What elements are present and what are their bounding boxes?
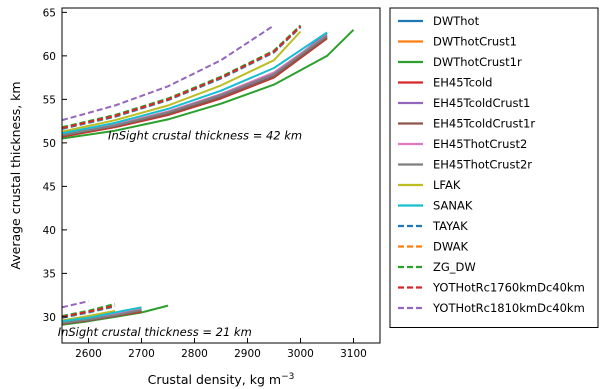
legend-label: EH45ThotCrust2 <box>433 137 527 151</box>
legend-frame <box>389 7 599 328</box>
legend: DWThot DWThotCrust1 DWThotCrust1r EH45Tcold… <box>389 7 599 328</box>
legend-label: EH45TcoldCrust1r <box>433 117 535 131</box>
annotation-layer: InSight crustal thickness = 42 km InSight… <box>58 128 302 339</box>
legend-item: YOTHotRc1810kmDc40km <box>398 301 585 315</box>
series-line-YOTHotRc1810kmDc40km-upper <box>62 24 275 122</box>
legend-item: DWAK <box>398 240 468 254</box>
legend-label: SANAK <box>433 199 473 213</box>
x-axis: 2600 2700 2800 2900 3000 3100 <box>75 338 367 360</box>
legend-item: DWThotCrust1r <box>398 55 522 69</box>
x-tick-label: 2800 <box>181 348 208 360</box>
y-axis: 30 35 40 45 50 55 60 65 <box>43 7 67 324</box>
series-line-DWThotCrust1r-upper <box>62 29 355 140</box>
legend-label: EH45Tcold <box>433 76 492 90</box>
legend-item: LFAK <box>398 178 461 192</box>
y-tick-label: 65 <box>43 7 56 19</box>
annotation-1: InSight crustal thickness = 21 km <box>58 325 252 339</box>
legend-item: EH45TcoldCrust1 <box>398 96 530 110</box>
legend-label: EH45TcoldCrust1 <box>433 96 530 110</box>
legend-item: DWThotCrust1 <box>398 35 517 49</box>
y-tick-label: 60 <box>43 51 56 63</box>
legend-item: EH45ThotCrust2 <box>398 137 527 151</box>
legend-label: DWThotCrust1 <box>433 35 517 49</box>
annotation-0: InSight crustal thickness = 42 km <box>108 128 302 142</box>
legend-label: TAYAK <box>432 219 468 233</box>
legend-item: EH45ThotCrust2r <box>398 158 532 172</box>
series-line-YOTHotRc1760kmDc40km-upper <box>62 25 302 130</box>
y-tick-label: 50 <box>43 138 56 150</box>
x-tick-label: 3100 <box>340 348 367 360</box>
x-axis-label-text: Crustal density, kg m <box>148 372 281 387</box>
series-layer <box>62 24 355 326</box>
legend-item: EH45Tcold <box>398 76 492 90</box>
y-tick-label: 40 <box>43 225 56 237</box>
legend-label: YOTHotRc1810kmDc40km <box>432 301 585 315</box>
legend-item: DWThot <box>398 14 480 28</box>
series-line-EH45ThotCrust2r-upper <box>62 34 328 136</box>
x-axis-label-superscript: −3 <box>281 372 294 382</box>
legend-label: DWThot <box>433 14 480 28</box>
y-tick-label: 35 <box>43 268 56 280</box>
legend-item: EH45TcoldCrust1r <box>398 117 535 131</box>
x-tick-label: 2900 <box>234 348 261 360</box>
series-line-SANAK-lower <box>62 306 142 323</box>
series-line-EH45ThotCrust2r-lower <box>62 308 142 324</box>
series-line-LFAK-lower <box>62 309 116 322</box>
x-axis-label: Crustal density, kg m−3 <box>148 372 295 387</box>
plot-frame <box>61 7 381 344</box>
legend-item: TAYAK <box>398 219 468 233</box>
legend-label: EH45ThotCrust2r <box>433 158 532 172</box>
legend-label: DWThotCrust1r <box>433 55 522 69</box>
y-tick-label: 30 <box>43 312 56 324</box>
legend-label: DWAK <box>433 240 468 254</box>
x-tick-label: 2700 <box>128 348 155 360</box>
x-tick-label: 2600 <box>75 348 102 360</box>
legend-item: ZG_DW <box>398 260 476 274</box>
legend-item: YOTHotRc1760kmDc40km <box>398 281 585 295</box>
y-tick-label: 45 <box>43 181 56 193</box>
series-line-YOTHotRc1810kmDc40km-lower <box>62 300 89 309</box>
y-tick-label: 55 <box>43 94 56 106</box>
legend-item: SANAK <box>398 199 473 213</box>
legend-label: LFAK <box>433 178 461 192</box>
legend-label: YOTHotRc1760kmDc40km <box>432 281 585 295</box>
series-line-LFAK-upper <box>62 30 302 133</box>
x-tick-label: 3000 <box>287 348 314 360</box>
y-axis-label: Average crustal thickness, km <box>8 81 23 269</box>
series-line-SANAK-upper <box>62 31 328 135</box>
series-line-TAYAK-lower <box>62 305 116 319</box>
legend-label: ZG_DW <box>433 260 476 274</box>
series-line-YOTHotRc1760kmDc40km-lower <box>62 304 116 318</box>
